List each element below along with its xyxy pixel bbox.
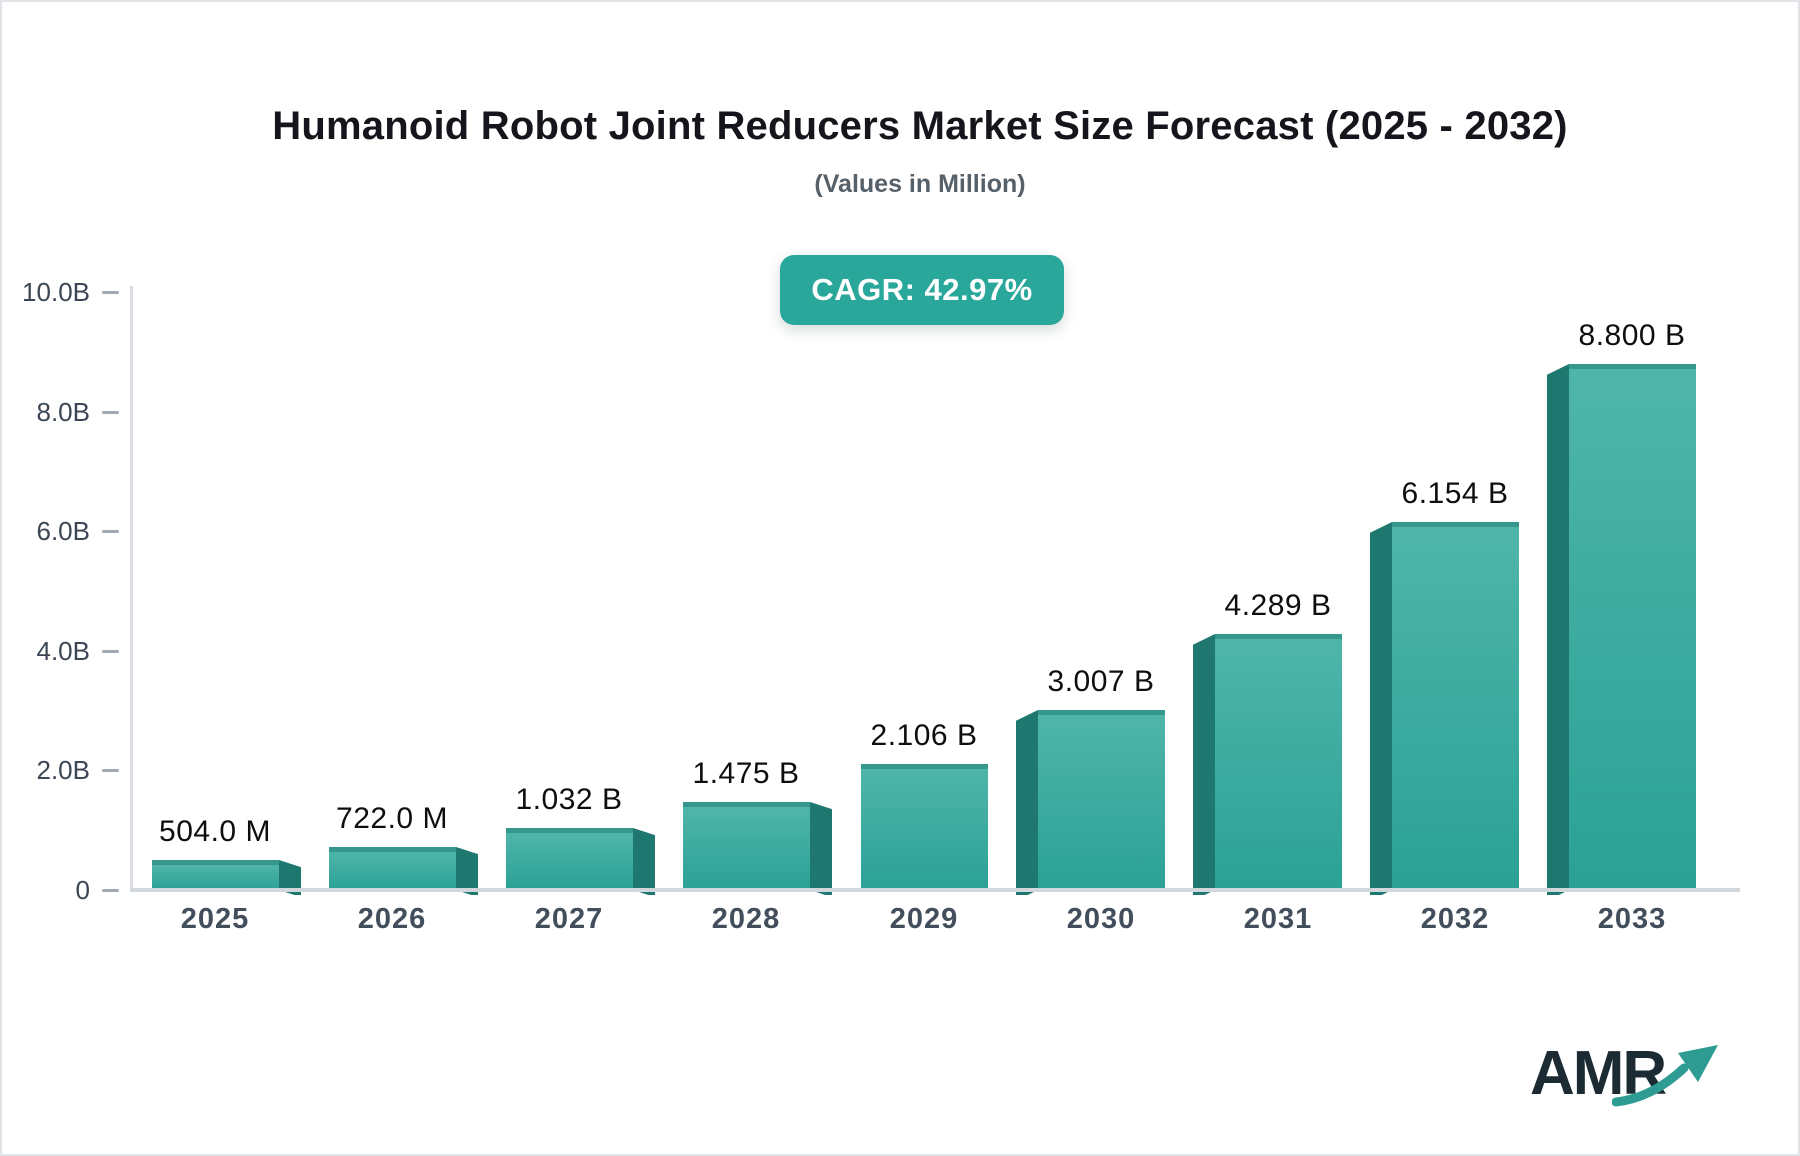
x-axis xyxy=(130,888,1740,892)
chart-subtitle: (Values in Million) xyxy=(814,170,1026,198)
bar-side-face xyxy=(1546,364,1569,895)
bar-side-face xyxy=(1369,522,1392,895)
bar-2027 xyxy=(505,828,633,890)
value-label-2030: 3.007 B xyxy=(1047,665,1155,698)
bar-2029 xyxy=(860,764,988,890)
y-tick-dash xyxy=(102,769,119,772)
x-label-2029: 2029 xyxy=(889,903,959,935)
bar-2033 xyxy=(1568,364,1696,890)
bar-side-face xyxy=(632,828,655,895)
cagr-badge: CAGR: 42.97% xyxy=(780,255,1064,325)
amr-logo: AMR xyxy=(1530,1038,1720,1118)
bar-2030 xyxy=(1037,710,1165,890)
bar-2031 xyxy=(1214,634,1342,890)
bar-2025 xyxy=(151,860,279,890)
growth-arrow-icon xyxy=(1612,1045,1718,1107)
y-tick-dash xyxy=(102,291,119,294)
y-tick-dash xyxy=(102,411,119,414)
value-label-2025: 504.0 M xyxy=(159,815,271,848)
value-label-2033: 8.800 B xyxy=(1578,319,1686,352)
y-tick-label-4b: 4.0B xyxy=(36,636,91,666)
x-label-2033: 2033 xyxy=(1597,903,1667,935)
x-label-2027: 2027 xyxy=(534,903,604,935)
bar-2028 xyxy=(682,802,810,890)
value-label-2027: 1.032 B xyxy=(515,783,623,816)
y-axis xyxy=(130,286,133,892)
y-tick-dash xyxy=(102,650,119,653)
value-label-2031: 4.289 B xyxy=(1224,589,1332,622)
x-label-2031: 2031 xyxy=(1243,903,1313,935)
value-label-2026: 722.0 M xyxy=(336,802,448,835)
y-tick-label-2b: 2.0B xyxy=(36,755,91,785)
bar-2032 xyxy=(1391,522,1519,890)
y-tick-dash xyxy=(102,889,119,892)
plot-area xyxy=(2,2,1798,895)
cagr-badge-label: CAGR: 42.97% xyxy=(811,272,1033,307)
chart-title: Humanoid Robot Joint Reducers Market Siz… xyxy=(272,104,1568,148)
bar-2026 xyxy=(328,847,456,890)
y-tick-dash xyxy=(102,530,119,533)
x-label-2026: 2026 xyxy=(357,903,427,935)
y-tick-label-0: 0 xyxy=(75,875,90,905)
y-tick-label-8b: 8.0B xyxy=(36,397,91,427)
y-tick-label-10b: 10.0B xyxy=(22,277,90,307)
value-label-2032: 6.154 B xyxy=(1401,477,1509,510)
value-label-2028: 1.475 B xyxy=(692,757,800,790)
x-label-2030: 2030 xyxy=(1066,903,1136,935)
bar-side-face xyxy=(809,802,832,895)
x-label-2025: 2025 xyxy=(180,903,250,935)
value-label-2029: 2.106 B xyxy=(870,719,978,752)
x-label-2028: 2028 xyxy=(711,903,781,935)
x-label-2032: 2032 xyxy=(1420,903,1490,935)
y-tick-label-6b: 6.0B xyxy=(36,516,91,546)
